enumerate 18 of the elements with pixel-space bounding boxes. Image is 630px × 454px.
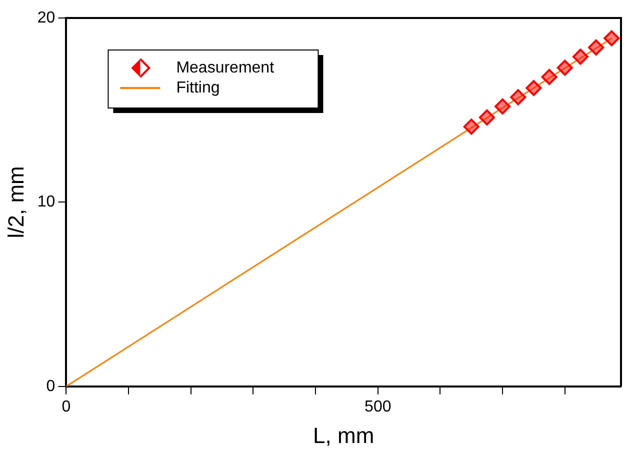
point <box>510 89 526 106</box>
point <box>478 109 495 126</box>
x-axis-title: L, mm <box>313 422 374 448</box>
point <box>494 98 511 114</box>
point <box>572 48 588 65</box>
point <box>588 39 604 56</box>
y-tick-label: 0 <box>46 378 56 395</box>
point <box>541 68 558 85</box>
point <box>604 30 620 46</box>
y-axis-title: l/2, mm <box>3 166 28 238</box>
point <box>463 118 480 135</box>
y-tick-label: 10 <box>37 194 56 211</box>
legend-label: Measurement <box>176 59 275 76</box>
legend-label: Fitting <box>176 79 220 96</box>
point <box>526 80 542 96</box>
y-tick-label: 20 <box>37 9 56 26</box>
point <box>556 60 573 76</box>
x-tick-label: 500 <box>364 398 392 416</box>
